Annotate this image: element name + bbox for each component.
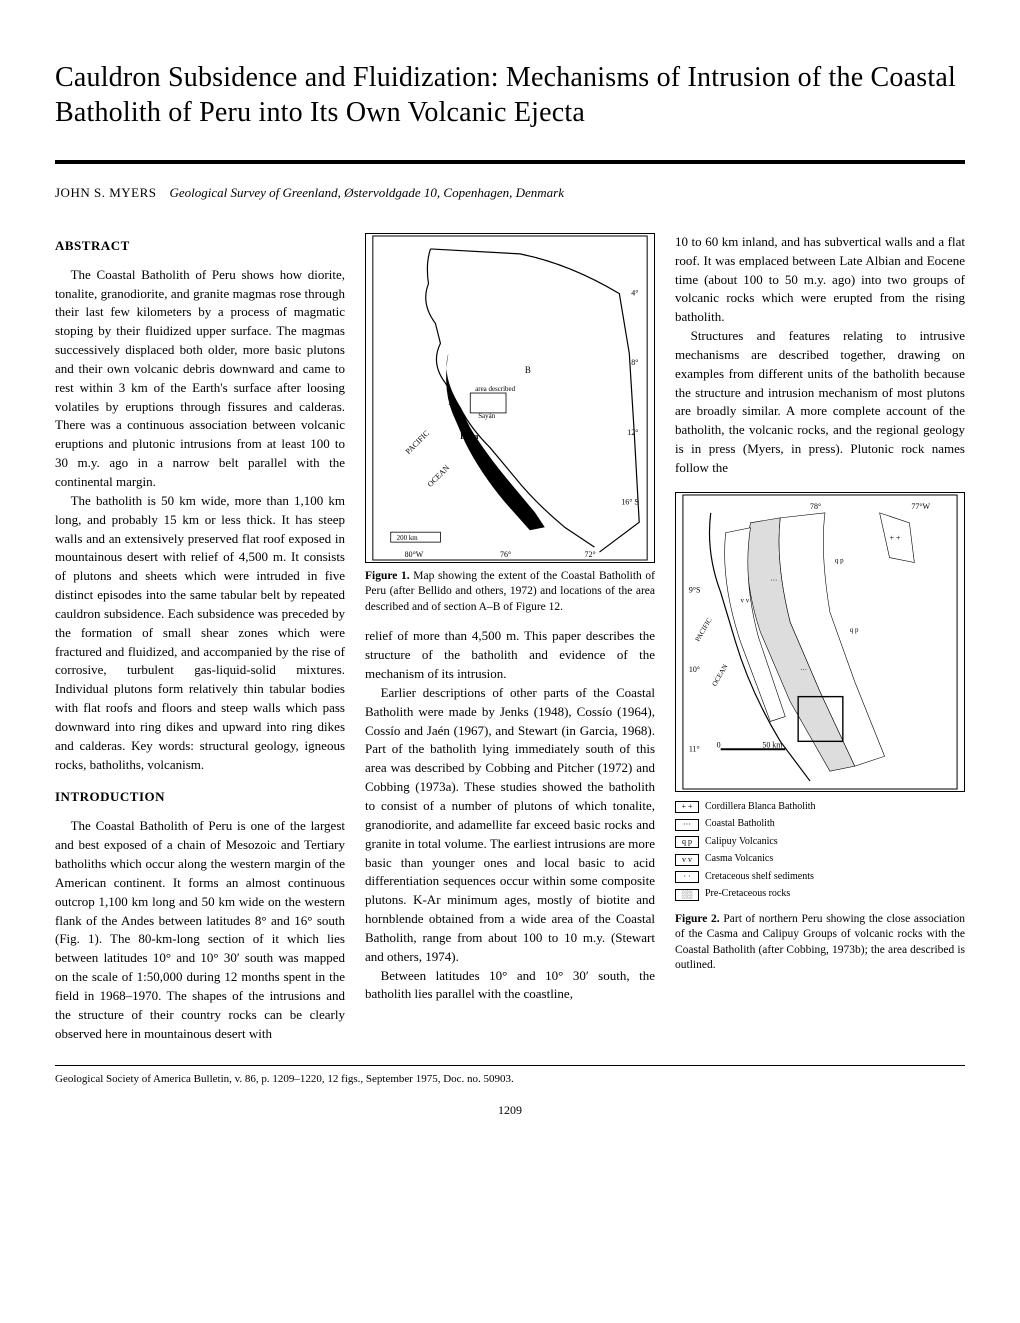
legend-item: · · Cretaceous shelf sediments bbox=[675, 870, 965, 885]
legend-label: Casma Volcanics bbox=[705, 852, 773, 867]
page-number: 1209 bbox=[55, 1102, 965, 1119]
figure-2: q p q p ··· ··· v v + + 78° 77°W 9°S bbox=[675, 492, 965, 974]
figure-1-svg: A B area described Sayán Lima PACIFIC OC… bbox=[366, 234, 654, 562]
legend-swatch: v v bbox=[675, 854, 699, 866]
col3-para-1: 10 to 60 km inland, and has subvertical … bbox=[675, 233, 965, 327]
figure-2-map: q p q p ··· ··· v v + + 78° 77°W 9°S bbox=[675, 492, 965, 792]
svg-text:···: ··· bbox=[770, 576, 777, 584]
fig2-lon-78: 78° bbox=[810, 502, 821, 511]
figure-1-map: A B area described Sayán Lima PACIFIC OC… bbox=[365, 233, 655, 563]
fig1-label-pacific: PACIFIC bbox=[404, 429, 431, 456]
legend-label: Cordillera Blanca Batholith bbox=[705, 800, 816, 815]
fig1-label-lima: Lima bbox=[460, 432, 478, 441]
col2-para-2: Earlier descriptions of other parts of t… bbox=[365, 684, 655, 967]
paper-title: Cauldron Subsidence and Fluidization: Me… bbox=[55, 60, 965, 130]
col2-para-1: relief of more than 4,500 m. This paper … bbox=[365, 627, 655, 684]
fig1-label-sayan: Sayán bbox=[478, 412, 495, 420]
fig2-lon-77: 77°W bbox=[911, 502, 930, 511]
legend-label: Cretaceous shelf sediments bbox=[705, 870, 814, 885]
legend-label: Calipuy Volcanics bbox=[705, 835, 778, 850]
legend-swatch: · · bbox=[675, 871, 699, 883]
author-name: JOHN S. MYERS bbox=[55, 185, 157, 200]
fig1-label-ocean: OCEAN bbox=[426, 463, 452, 489]
fig1-lon-76: 76° bbox=[500, 550, 511, 559]
legend-swatch: q p bbox=[675, 836, 699, 848]
fig1-label-A: A bbox=[448, 397, 455, 407]
column-2: A B area described Sayán Lima PACIFIC OC… bbox=[365, 233, 655, 1044]
intro-para-1: The Coastal Batholith of Peru is one of … bbox=[55, 817, 345, 1043]
svg-text:v v: v v bbox=[741, 596, 750, 604]
abstract-para-2: The batholith is 50 km wide, more than 1… bbox=[55, 492, 345, 775]
fig1-lat-4: 4° bbox=[631, 288, 638, 297]
fig1-lon-80: 80°W bbox=[405, 550, 424, 559]
svg-text:+ +: + + bbox=[890, 533, 901, 542]
fig1-scale: 200 km bbox=[397, 534, 419, 542]
fig2-pacific: PACIFIC bbox=[694, 616, 714, 643]
svg-text:q p: q p bbox=[835, 556, 844, 564]
fig1-lat-8: 8° bbox=[631, 358, 638, 367]
fig1-label-B: B bbox=[525, 365, 531, 375]
introduction-heading: INTRODUCTION bbox=[55, 788, 345, 807]
fig1-lat-12: 12° bbox=[627, 428, 638, 437]
column-3: 10 to 60 km inland, and has subvertical … bbox=[675, 233, 965, 1044]
title-rule bbox=[55, 160, 965, 164]
fig1-lat-16: 16° S bbox=[621, 497, 639, 506]
fig2-scale-0: 0 bbox=[717, 740, 721, 749]
svg-text:q p: q p bbox=[850, 626, 859, 634]
fig2-ocean: OCEAN bbox=[711, 663, 730, 688]
legend-swatch: ░░ bbox=[675, 889, 699, 901]
author-affiliation: Geological Survey of Greenland, Østervol… bbox=[170, 185, 565, 200]
fig2-lat-9: 9°S bbox=[689, 585, 701, 594]
abstract-para-1: The Coastal Batholith of Peru shows how … bbox=[55, 266, 345, 492]
legend-item: ··· Coastal Batholith bbox=[675, 817, 965, 832]
footer-citation: Geological Society of America Bulletin, … bbox=[55, 1072, 965, 1088]
figure-2-caption: Figure 2. Part of northern Peru showing … bbox=[675, 912, 965, 974]
figure-2-label: Figure 2. bbox=[675, 913, 720, 925]
three-column-layout: ABSTRACT The Coastal Batholith of Peru s… bbox=[55, 233, 965, 1044]
svg-text:···: ··· bbox=[800, 666, 807, 674]
figure-2-legend: + + Cordillera Blanca Batholith ··· Coas… bbox=[675, 800, 965, 902]
figure-2-svg: q p q p ··· ··· v v + + 78° 77°W 9°S bbox=[676, 493, 964, 791]
col3-para-2: Structures and features relating to intr… bbox=[675, 327, 965, 478]
fig2-lat-11: 11° bbox=[689, 744, 700, 753]
col2-para-3: Between latitudes 10° and 10° 30′ south,… bbox=[365, 967, 655, 1005]
legend-label: Pre-Cretaceous rocks bbox=[705, 887, 790, 902]
legend-item: q p Calipuy Volcanics bbox=[675, 835, 965, 850]
fig2-scale-50: 50 km bbox=[762, 740, 783, 749]
footer-rule bbox=[55, 1065, 965, 1066]
abstract-heading: ABSTRACT bbox=[55, 237, 345, 256]
figure-1-label: Figure 1. bbox=[365, 570, 410, 582]
figure-1-caption: Figure 1. Map showing the extent of the … bbox=[365, 569, 655, 616]
fig2-lat-10: 10° bbox=[689, 665, 700, 674]
fig1-lon-72: 72° bbox=[585, 550, 596, 559]
legend-swatch: + + bbox=[675, 801, 699, 813]
legend-swatch: ··· bbox=[675, 819, 699, 831]
legend-item: v v Casma Volcanics bbox=[675, 852, 965, 867]
legend-item: + + Cordillera Blanca Batholith bbox=[675, 800, 965, 815]
figure-1: A B area described Sayán Lima PACIFIC OC… bbox=[365, 233, 655, 616]
byline: JOHN S. MYERS Geological Survey of Green… bbox=[55, 184, 965, 203]
legend-label: Coastal Batholith bbox=[705, 817, 775, 832]
fig1-label-area: area described bbox=[475, 385, 515, 393]
column-1: ABSTRACT The Coastal Batholith of Peru s… bbox=[55, 233, 345, 1044]
legend-item: ░░ Pre-Cretaceous rocks bbox=[675, 887, 965, 902]
